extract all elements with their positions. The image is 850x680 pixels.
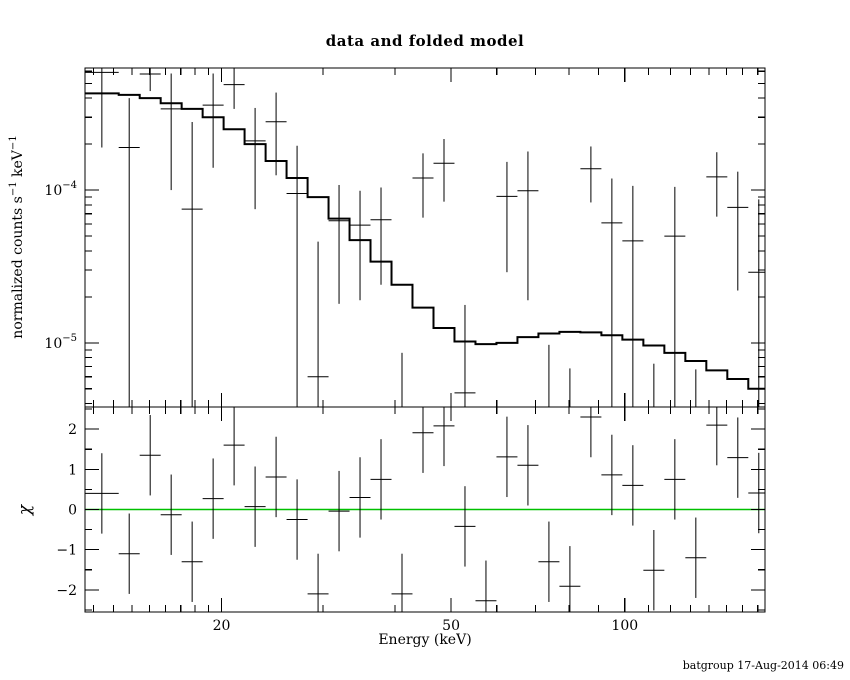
residual-point [118,513,140,594]
x-tick-label: 50 [442,618,460,634]
x-tick-label: 20 [213,618,231,634]
residual-point [517,425,539,506]
residual-point [538,521,560,602]
data-point [706,152,728,217]
residual-point [391,553,413,612]
data-point [748,199,765,407]
residual-point [307,553,329,612]
x-tick-label: 100 [611,618,638,634]
data-point [202,73,224,168]
data-point [454,304,476,407]
data-point [548,344,550,407]
data-point [307,241,329,407]
data-point [664,186,686,407]
residual-point [580,407,602,458]
data-point [695,369,697,407]
chi-tick-label: 0 [68,503,77,519]
chi-tick-label: 1 [68,462,77,478]
data-point [286,145,308,407]
residual-point [685,517,707,598]
data-point [569,368,571,407]
residual-point [748,452,765,534]
residual-point [286,479,308,560]
data-point [349,190,371,301]
data-point [328,184,350,304]
chart-layers: 20 50 100 10−4 10−5 2 1 0 −1 −2 normalized counts … [8,67,766,634]
data-point [181,122,203,407]
chi-axis-label: χ [15,503,35,516]
residual-point [454,486,476,567]
data-point [496,161,518,273]
chi-tick-label: 2 [68,422,77,438]
chi-tick-label: −1 [56,543,77,559]
residual-point [85,453,119,534]
residual-point [496,416,518,498]
plot-title: data and folded model [326,32,524,50]
footer-timestamp: batgroup 17-Aug-2014 06:49 [683,659,844,672]
residual-point [706,407,728,466]
x-axis-label: Energy (keV) [378,632,471,648]
data-point [517,151,539,301]
residual-point [181,521,203,602]
data-point [580,146,602,203]
y-axis-label: normalized counts s−1 keV−1 [8,135,26,338]
residual-point [622,445,644,526]
residual-point [244,466,266,547]
data-point [601,178,623,407]
data-point [160,73,182,191]
spectrum-panel-frame [84,67,766,408]
residual-panel-layer [85,407,765,612]
residual-point [643,530,665,611]
residual-point [160,474,182,555]
residual-point [727,417,749,498]
residual-point [601,434,623,516]
residual-point [139,415,161,496]
residual-point [328,470,350,552]
data-point [139,68,161,92]
data-point [653,363,655,407]
residual-point [223,407,245,486]
data-point [244,107,266,210]
data-point [118,98,140,407]
model-step-line [85,92,765,390]
residual-point [475,560,497,612]
chi-tick-label: −2 [56,583,77,599]
data-point [433,139,455,202]
data-point [622,185,644,407]
residual-point [202,458,224,539]
data-point [412,153,434,218]
residual-point [433,407,455,467]
residual-point [412,407,434,473]
y-tick-label: 10−4 [44,180,77,199]
spectrum-panel-layer [85,68,765,407]
data-point [265,92,287,176]
data-point [223,68,245,109]
residual-point [349,457,371,538]
data-point [727,171,749,291]
y-tick-label: 10−5 [44,333,77,352]
residual-point [559,546,581,612]
data-point [370,187,392,285]
residual-point [265,436,287,518]
residual-point [370,439,392,520]
residual-point [664,439,686,520]
